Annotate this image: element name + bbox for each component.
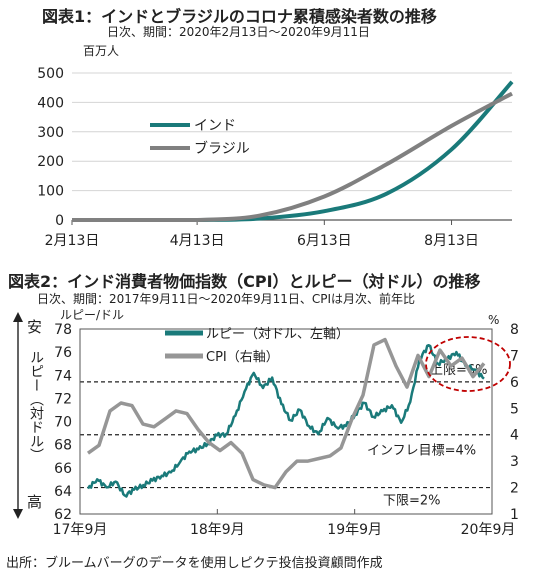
- x-tick-label: 18年9月: [190, 522, 245, 538]
- figure2-title: 図表2：インド消費者物価指数（CPI）とルピー（対ドル）の推移: [8, 272, 481, 291]
- series-line-0: [86, 343, 485, 498]
- y-right-tick-label: 4: [510, 428, 519, 444]
- figure2-subtitle: 日次、期間：2017年9月11日～2020年9月11日、CPIは月次、前年比: [37, 292, 416, 306]
- series-line-1: [72, 91, 513, 222]
- y-left-tick-label: 66: [54, 461, 72, 477]
- arrow-up-icon: [13, 312, 23, 322]
- y-left-tick-label: 76: [54, 345, 72, 361]
- figure2-right-unit: %: [488, 313, 500, 327]
- y-tick-label: 200: [37, 154, 64, 170]
- y-left-tick-label: 72: [54, 391, 72, 407]
- y-left-tick-label: 70: [54, 415, 72, 431]
- figure2-left-unit: ルピー/ドル: [60, 308, 125, 322]
- y-left-tick-label: 64: [54, 484, 72, 500]
- x-tick-label: 19年9月: [327, 522, 382, 538]
- y-right-tick-label: 7: [510, 348, 519, 364]
- legend-label-brazil: ブラジル: [194, 140, 250, 157]
- y-tick-label: 500: [37, 66, 64, 82]
- x-tick-label: 2月13日: [45, 233, 100, 249]
- arrow-down-icon: [13, 509, 23, 519]
- figure1-chart: 0 100 200 300 400 500 2月13日 4月13日 6月13日 8月13日 インド…: [37, 66, 514, 249]
- y-tick-label: 0: [55, 213, 64, 229]
- figure1-title: 図表1：インドとブラジルのコロナ累積感染者数の推移: [42, 7, 437, 26]
- y-tick-label: 400: [37, 95, 64, 111]
- y-left-tick-label: 62: [54, 507, 72, 523]
- legend-label-rupee: ルピー（対ドル、左軸）: [206, 327, 349, 342]
- series-line-1: [86, 337, 486, 490]
- y-tick-label: 100: [37, 184, 64, 200]
- legend-label-india: インド: [194, 118, 236, 134]
- y-left-tick-label: 78: [54, 322, 72, 338]
- x-tick-label: 6月13日: [297, 233, 352, 249]
- x-tick-label: 20年9月: [461, 522, 516, 538]
- left-axis-note-top: 安: [27, 318, 42, 336]
- y-right-tick-label: 8: [510, 322, 519, 338]
- left-axis-arrow: [13, 312, 23, 519]
- y-right-tick-label: 6: [510, 375, 519, 391]
- y-right-tick-label: 5: [510, 401, 519, 417]
- x-tick-label: 17年9月: [53, 522, 108, 538]
- figure1-subtitle: 日次、期間：2020年2月13日～2020年9月11日: [107, 25, 370, 39]
- left-axis-note-bottom: 高: [27, 493, 42, 511]
- plot-frame: [79, 328, 493, 515]
- y-tick-label: 300: [37, 125, 64, 141]
- left-axis-note-middle: ルピー（対ドル）: [28, 350, 44, 462]
- x-tick-label: 4月13日: [170, 233, 225, 249]
- x-tick-label: 8月13日: [424, 233, 479, 249]
- y-left-tick-label: 74: [54, 368, 72, 384]
- reference-line-label: 下限=2%: [383, 494, 441, 509]
- y-left-tick-label: 68: [54, 438, 72, 454]
- reference-line-label: インフレ目標=4%: [367, 444, 476, 459]
- y-right-tick-label: 3: [510, 454, 519, 470]
- y-right-tick-label: 2: [510, 481, 519, 497]
- figure1-unit-label: 百万人: [83, 44, 120, 58]
- legend-label-cpi: CPI（右軸）: [206, 350, 279, 365]
- source-note: 出所：ブルームバーグのデータを使用しピクテ投信投資顧問作成: [6, 556, 383, 571]
- y-right-tick-label: 1: [510, 507, 519, 523]
- highlight-circle: [425, 336, 511, 392]
